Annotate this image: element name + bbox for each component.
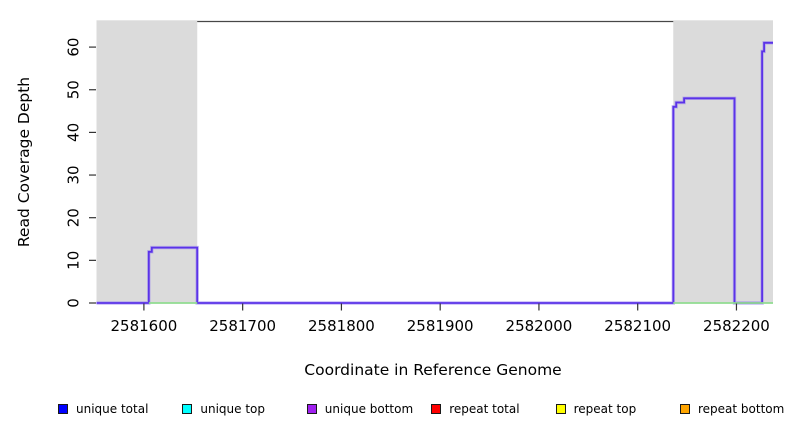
legend: unique total unique top unique bottom repea… [0, 400, 792, 420]
y-tick-label: 40 [64, 123, 82, 142]
legend-swatch-repeat-top [555, 404, 566, 414]
legend-label: repeat top [573, 402, 637, 416]
legend-item: repeat top [555, 400, 637, 418]
legend-label: unique top [200, 402, 266, 416]
x-tick-label: 2581700 [209, 317, 276, 335]
y-tick-label: 0 [65, 298, 83, 308]
legend-item: unique bottom [306, 400, 414, 418]
x-tick-label: 2582100 [604, 317, 671, 335]
x-tick-label: 2581900 [407, 317, 474, 335]
repeat-region-shade [96, 20, 198, 303]
legend-label: unique total [76, 402, 149, 416]
coverage-line [96, 41, 773, 304]
legend-swatch-unique-total [58, 404, 68, 414]
legend-item: repeat total [431, 400, 520, 418]
legend-item: unique total [58, 400, 148, 418]
legend-swatch-repeat-total [431, 404, 442, 414]
y-tick-label: 60 [64, 38, 82, 57]
x-tick-label: 2581800 [308, 317, 375, 335]
legend-swatch-unique-top [182, 404, 193, 414]
y-tick-label: 50 [65, 80, 83, 99]
x-tick-label: 2582200 [703, 317, 770, 335]
legend-item: repeat bottom [680, 400, 784, 418]
legend-label: repeat bottom [698, 402, 785, 416]
legend-label: unique bottom [324, 402, 414, 416]
y-axis-title: Read Coverage Depth [15, 76, 33, 248]
y-tick-label: 20 [64, 208, 82, 227]
legend-label: repeat total [449, 402, 520, 416]
x-tick-label: 2582000 [506, 317, 573, 335]
legend-item: unique top [182, 400, 265, 418]
x-axis-title: Coordinate in Reference Genome [304, 361, 562, 379]
y-tick-label: 30 [65, 165, 83, 184]
repeat-region-shade [673, 20, 773, 303]
x-tick-label: 2581600 [110, 317, 177, 335]
legend-swatch-unique-bottom [306, 404, 317, 414]
y-tick-label: 10 [65, 251, 83, 270]
legend-swatch-repeat-bottom [680, 404, 690, 414]
